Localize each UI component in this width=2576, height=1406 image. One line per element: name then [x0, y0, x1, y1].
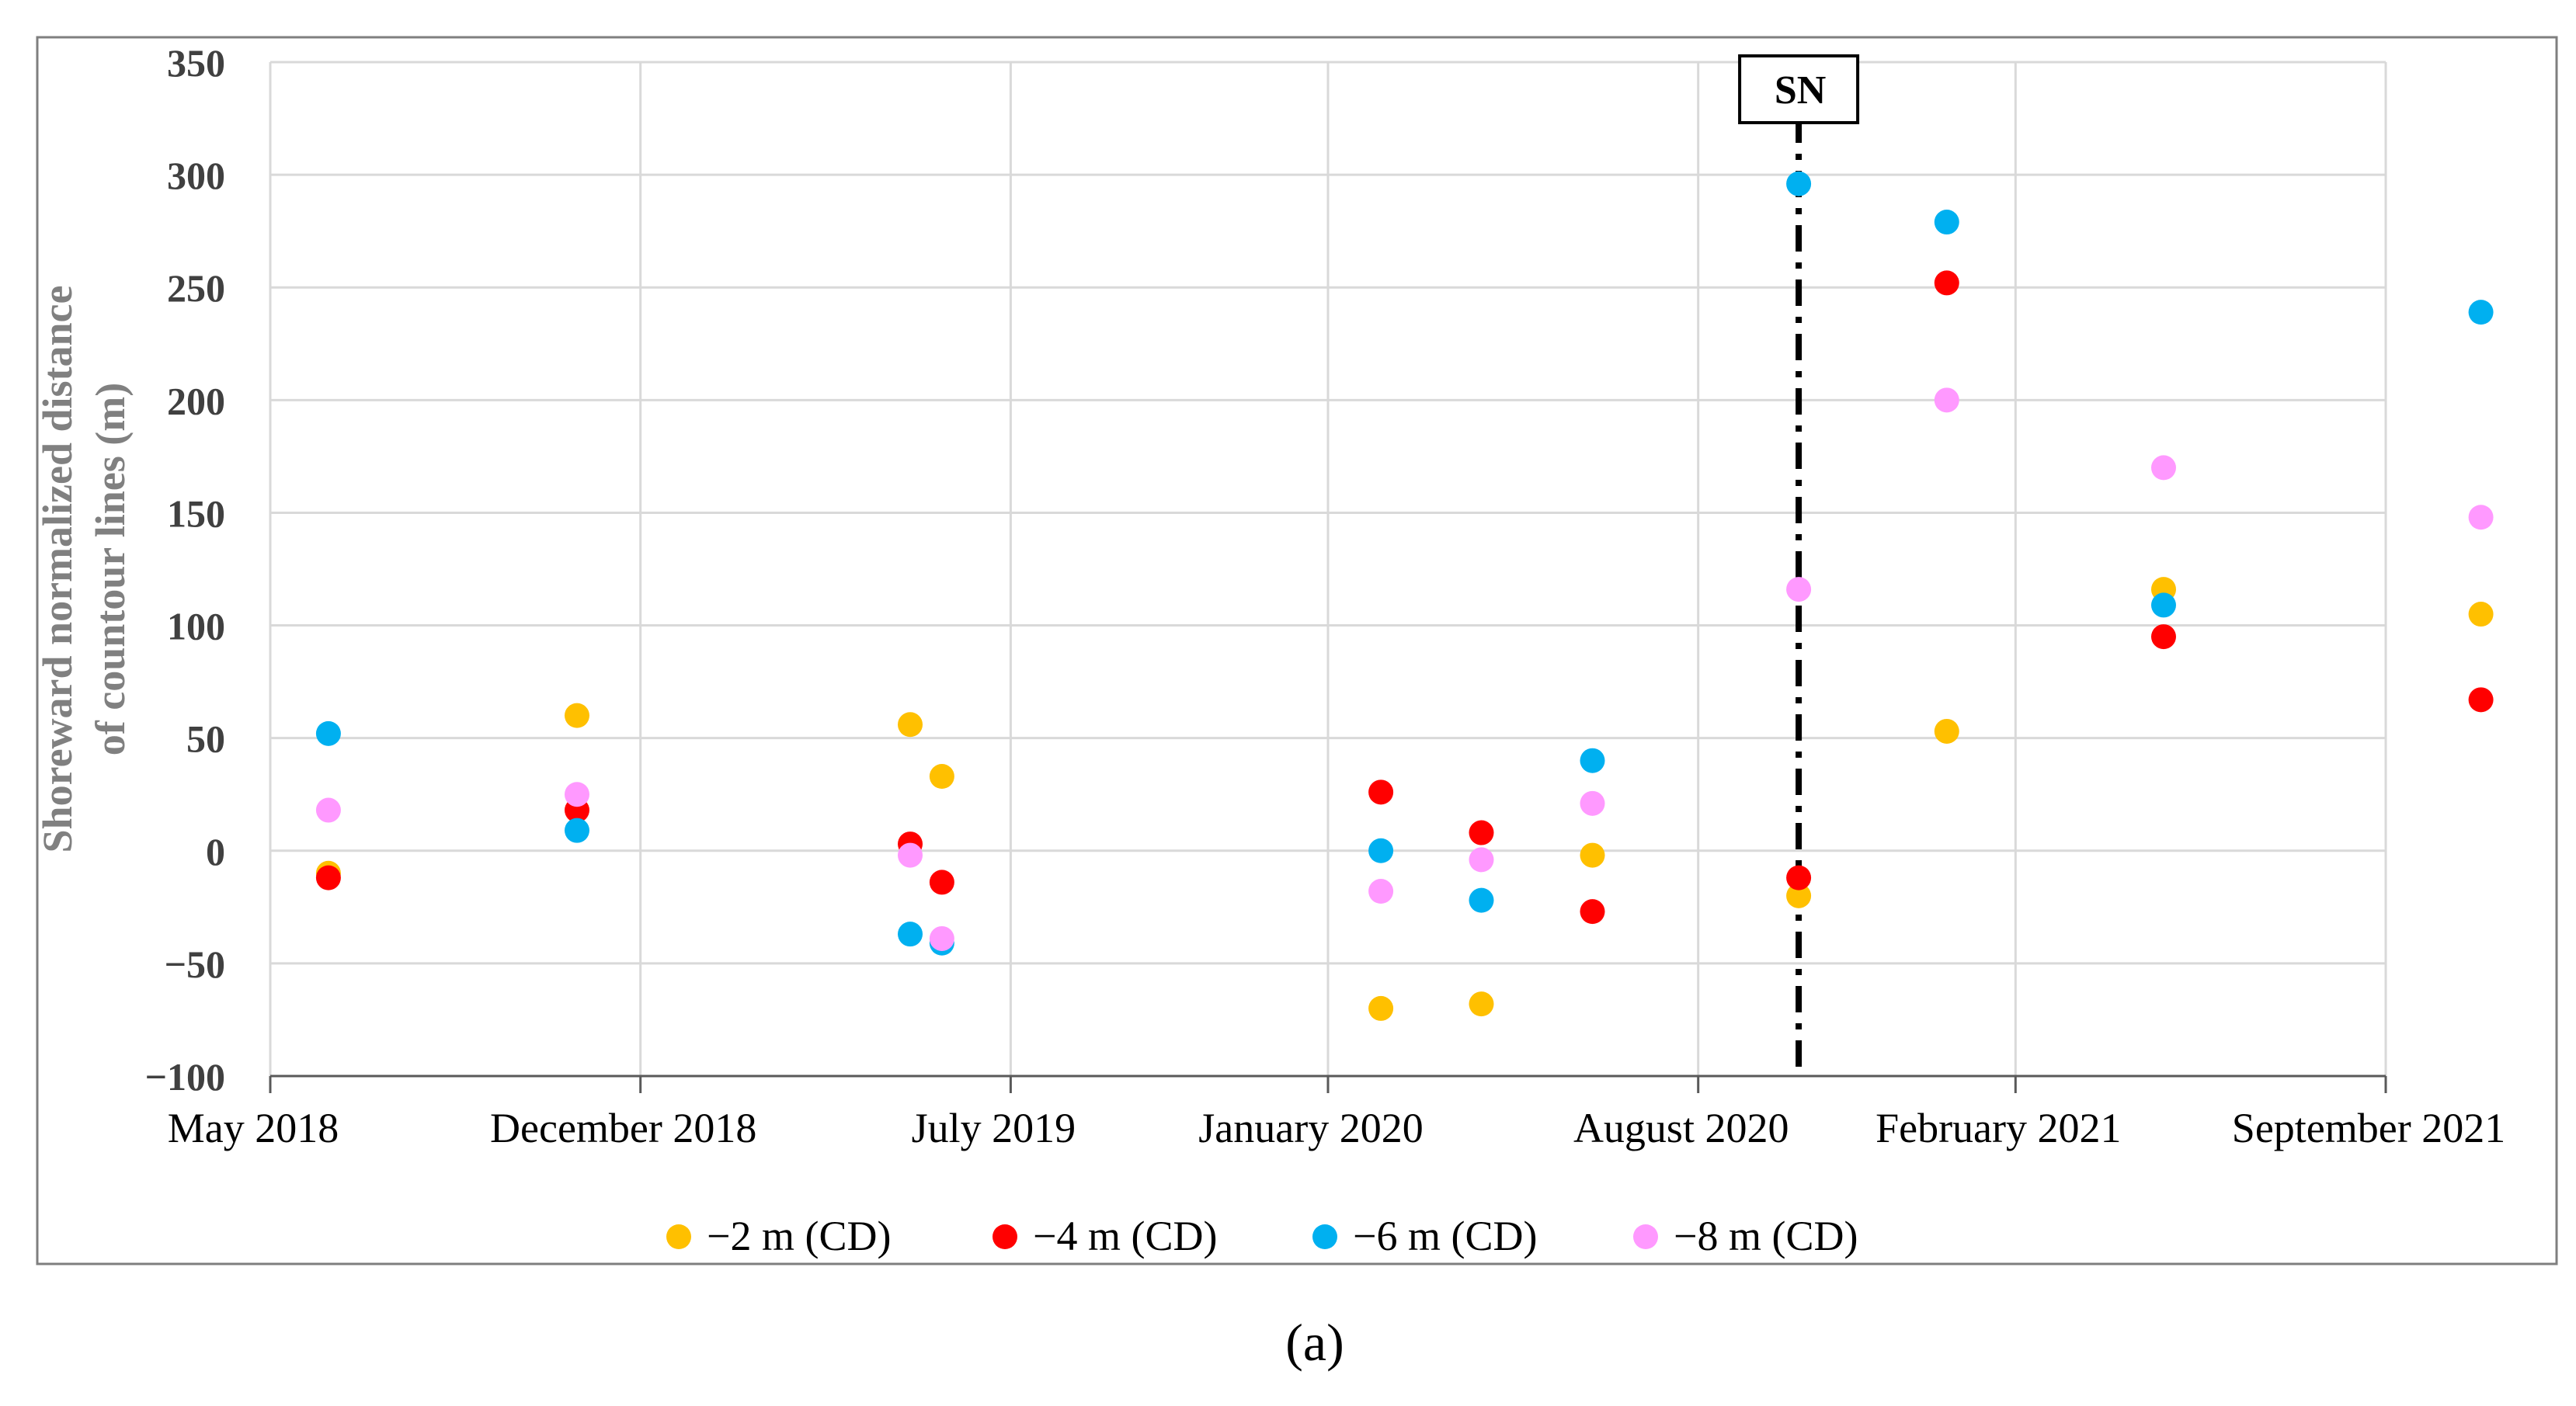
- data-point: [1368, 779, 1394, 805]
- data-point: [1580, 842, 1605, 868]
- data-point: [929, 764, 954, 790]
- data-point: [2468, 505, 2494, 530]
- data-point: [315, 720, 341, 746]
- grid: [269, 61, 2387, 1076]
- sn-label-box: [1738, 54, 1860, 124]
- data-point: [1934, 718, 1959, 744]
- sn-label: SN: [1775, 68, 1826, 113]
- y-tick-label: −50: [165, 943, 226, 986]
- data-point: [1786, 883, 1812, 908]
- legend-label: −6 m (CD): [1353, 1213, 1537, 1259]
- data-point: [1469, 887, 1494, 913]
- y-tick-label: 200: [167, 379, 225, 422]
- y-tick-label: −100: [145, 1055, 226, 1099]
- legend-marker: [993, 1224, 1017, 1249]
- y-tick-label: 0: [206, 830, 225, 873]
- data-point: [898, 842, 923, 868]
- x-tick-label: February 2021: [1876, 1105, 2121, 1151]
- x-tick-label: January 2020: [1198, 1105, 1423, 1151]
- data-point: [1786, 171, 1812, 196]
- y-axis-title-line: Shoreward normalized distance: [34, 286, 81, 853]
- data-point: [564, 703, 589, 728]
- data-point: [1934, 387, 1959, 413]
- data-point: [1368, 879, 1394, 904]
- data-point: [2468, 602, 2494, 627]
- data-point: [564, 818, 589, 843]
- data-point: [1469, 820, 1494, 845]
- data-point: [898, 712, 923, 738]
- y-tick-label: 250: [167, 266, 225, 310]
- data-point: [929, 870, 954, 895]
- data-point: [2150, 592, 2176, 618]
- legend-label: −2 m (CD): [707, 1213, 891, 1259]
- data-point: [1368, 995, 1394, 1021]
- y-tick-label: 150: [167, 491, 225, 535]
- data-point: [1786, 577, 1812, 602]
- data-point: [564, 782, 589, 807]
- data-point: [1580, 790, 1605, 816]
- data-point: [898, 922, 923, 947]
- legend-label: −8 m (CD): [1674, 1213, 1858, 1259]
- data-point: [1368, 838, 1394, 863]
- data-point: [315, 865, 341, 890]
- data-point: [2468, 300, 2494, 325]
- y-tick-label: 50: [186, 717, 225, 761]
- x-tick-label: December 2018: [490, 1105, 756, 1151]
- legend-label: −4 m (CD): [1033, 1213, 1217, 1259]
- y-tick-label: 100: [167, 605, 225, 648]
- data-point: [929, 925, 954, 951]
- y-tick-label: 350: [167, 41, 225, 85]
- axes: −100 −50 0 50 100 150 200 250 300 350 May 2018 Dece…: [34, 41, 2505, 1151]
- legend-marker: [1312, 1224, 1337, 1249]
- data-points: [315, 171, 2494, 1021]
- y-axis-title: Shoreward normalized distance of countour…: [34, 286, 134, 853]
- data-point: [2150, 624, 2176, 650]
- data-point: [2150, 455, 2176, 481]
- data-point: [1786, 865, 1812, 890]
- figure-caption: (a): [1285, 1313, 1344, 1372]
- chart-border: [36, 36, 2558, 1265]
- legend-marker: [666, 1224, 691, 1249]
- y-axis-title-line: of countour lines (m): [87, 383, 134, 756]
- x-tick-label: September 2021: [2232, 1105, 2505, 1151]
- data-point: [1934, 270, 1959, 296]
- data-point: [315, 797, 341, 823]
- data-point: [1469, 991, 1494, 1017]
- sn-annotation: SN: [1738, 54, 1860, 1076]
- x-tick-label: May 2018: [168, 1105, 339, 1151]
- legend-marker: [1633, 1224, 1658, 1249]
- data-point: [1580, 748, 1605, 773]
- x-tick-label: August 2020: [1573, 1105, 1789, 1151]
- legend: −2 m (CD) −4 m (CD) −6 m (CD) −8 m (CD): [666, 1213, 1858, 1259]
- data-point: [1580, 899, 1605, 925]
- data-point: [2468, 687, 2494, 713]
- y-tick-label: 300: [167, 154, 225, 197]
- x-tick-label: July 2019: [912, 1105, 1076, 1151]
- data-point: [1934, 210, 1959, 235]
- data-point: [1469, 847, 1494, 873]
